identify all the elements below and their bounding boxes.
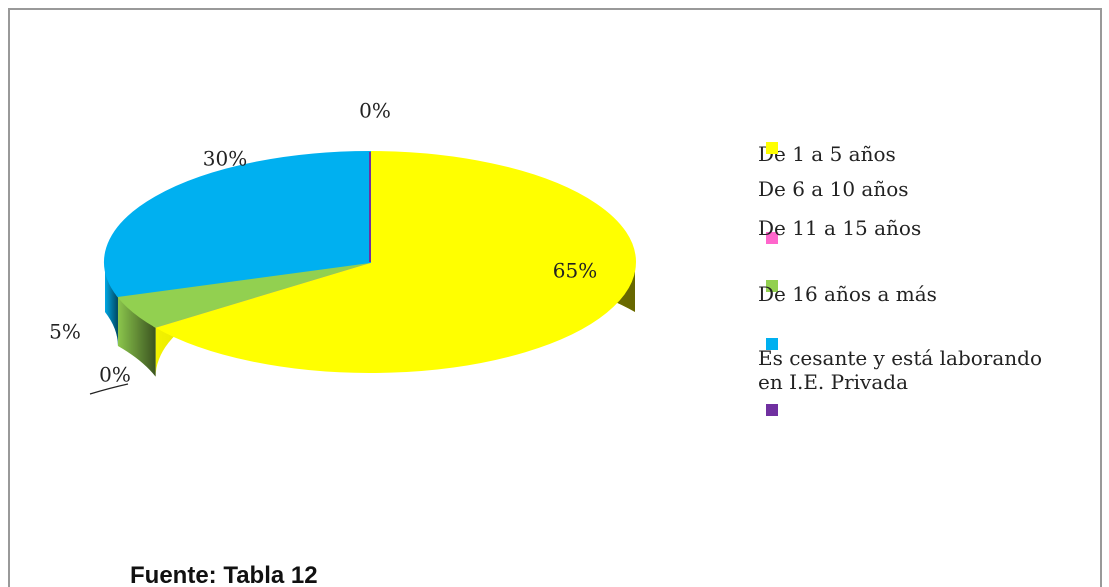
legend-marker bbox=[766, 142, 778, 154]
legend-marker bbox=[766, 338, 778, 350]
data-label: 0% bbox=[359, 99, 391, 123]
legend-label: De 6 a 10 años bbox=[758, 177, 909, 201]
legend-label: De 1 a 5 años bbox=[758, 142, 896, 166]
legend-marker bbox=[766, 280, 778, 292]
data-label: 0% bbox=[99, 363, 131, 387]
slice-shade bbox=[117, 295, 156, 377]
data-label: 5% bbox=[49, 320, 81, 344]
legend-label: De 16 años a más bbox=[758, 282, 937, 306]
data-label: 65% bbox=[553, 259, 597, 283]
leader-line bbox=[89, 383, 129, 395]
legend-label: Es cesante y está laborando en I.E. Priv… bbox=[758, 346, 1043, 394]
slice bbox=[153, 150, 636, 373]
legend-marker bbox=[766, 404, 778, 416]
legend-label: De 11 a 15 años bbox=[758, 216, 922, 240]
frame bbox=[8, 8, 1102, 587]
slice bbox=[104, 150, 371, 298]
legend-marker bbox=[766, 232, 778, 244]
data-label: 30% bbox=[203, 147, 247, 171]
footer: Fuente: Tabla 12 bbox=[130, 562, 318, 587]
